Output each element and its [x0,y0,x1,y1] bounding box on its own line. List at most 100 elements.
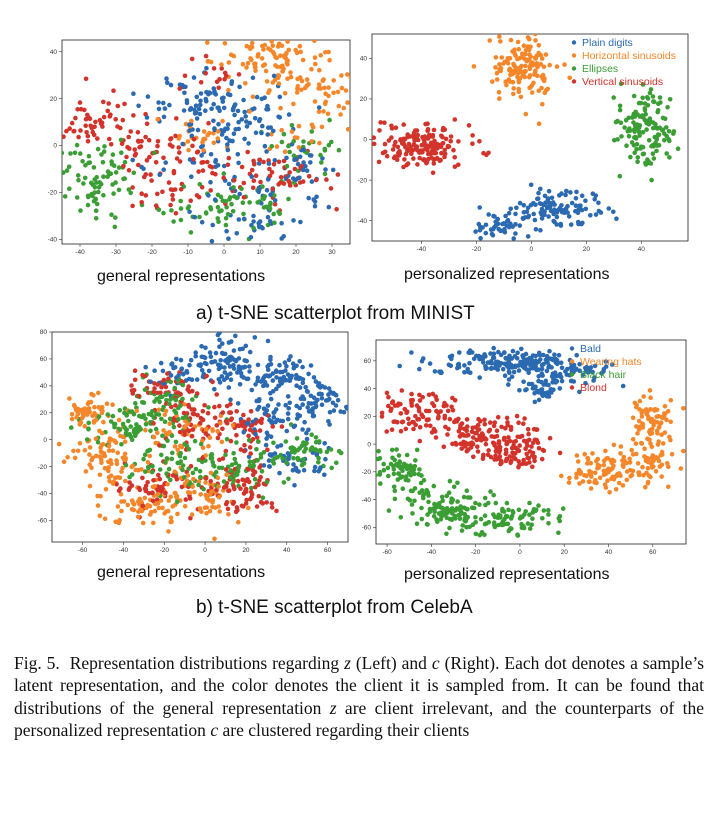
scatter-point [386,394,391,400]
scatter-point [382,141,388,147]
x-tick-label: 20 [242,547,250,554]
scatter-point [207,492,213,497]
scatter-point [539,391,545,397]
scatter-point [378,481,383,486]
scatter-point [434,155,440,161]
scatter-point [645,160,650,166]
scatter-point [139,508,145,514]
scatter-point [392,403,398,408]
scatter-point [377,128,382,133]
scatter-point [656,425,662,430]
scatter-point [516,420,521,425]
scatter-point [192,489,197,495]
label-general-a: general representations [97,268,266,285]
scatter-point [637,407,642,412]
scatter-point [264,383,270,388]
scatter-point [626,115,631,121]
scatter-point [69,416,75,422]
scatter-point [143,422,149,427]
scatter-point [284,364,289,369]
scatter-point [395,477,401,482]
scatter-point [71,402,77,408]
scatter-point [262,194,268,199]
scatter-point [618,444,624,449]
scatter-point [427,506,433,512]
scatter-point [399,388,405,393]
scatter-point [515,74,520,80]
scatter-point [182,424,188,430]
scatter-point [120,117,126,123]
scatter-point [386,508,392,513]
scatter-point [92,190,97,195]
scatter-point [219,66,224,71]
plot-mnist-personalized: -40 -20 0 20 40 -40 -20 0 20 40 Plain digits Horizo… [352,30,692,255]
scatter-point [547,348,552,354]
scatter-point [113,170,119,175]
scatter-point [151,434,157,440]
scatter-point [290,468,296,473]
scatter-point [107,114,113,119]
scatter-point [67,126,72,131]
scatter-point [639,144,644,149]
scatter-point [203,345,208,351]
scatter-point [419,505,424,511]
scatter-point [112,421,118,427]
scatter-point [162,412,168,418]
scatter-point [75,107,80,112]
scatter-point [93,216,99,221]
y-tick-label: 60 [40,356,48,363]
scatter-point [449,353,455,359]
scatter-point [119,442,124,447]
scatter-point [129,437,135,442]
scatter-point [267,219,273,224]
scatter-point [453,440,458,446]
scatter-point [411,133,416,138]
scatter-point [504,521,509,527]
scatter-point [115,450,120,456]
scatter-point [491,351,497,356]
scatter-point [603,364,609,369]
scatter-point [511,86,516,91]
scatter-point [403,426,409,432]
scatter-point [166,529,171,534]
scatter-point [192,111,198,116]
scatter-point [239,419,244,425]
scatter-point [630,437,636,442]
scatter-point [503,426,508,431]
scatter-point [189,133,195,139]
scatter-point [234,195,240,201]
scatter-point [477,205,482,210]
scatter-point [612,137,617,143]
scatter-point [255,458,260,463]
scatter-point [265,338,271,344]
scatter-point [466,123,472,128]
scatter-point [654,148,659,154]
scatter-point [274,508,279,514]
scatter-point [294,436,300,441]
scatter-point [179,484,185,490]
label-personalized-a: personalized representations [404,266,610,283]
scatter-point [221,163,227,169]
scatter-point [269,453,274,458]
scatter-point [217,509,222,514]
scatter-point [212,197,218,202]
scatter-point [187,128,192,133]
scatter-point [326,142,332,148]
scatter-point [559,473,564,479]
scatter-point [165,371,170,376]
scatter-point [165,80,170,85]
scatter-point [515,39,521,45]
scatter-point [189,56,195,62]
scatter-point [410,511,415,516]
scatter-point [153,160,159,165]
scatter-point [129,472,135,477]
scatter-point [198,363,203,369]
scatter-point [272,198,278,203]
scatter-point [458,426,463,431]
scatter-point [286,406,291,411]
y-tick-label: -40 [358,218,368,225]
scatter-point [390,147,396,152]
scatter-point [416,408,422,414]
scatter-point [183,419,188,424]
scatter-point [504,441,510,446]
